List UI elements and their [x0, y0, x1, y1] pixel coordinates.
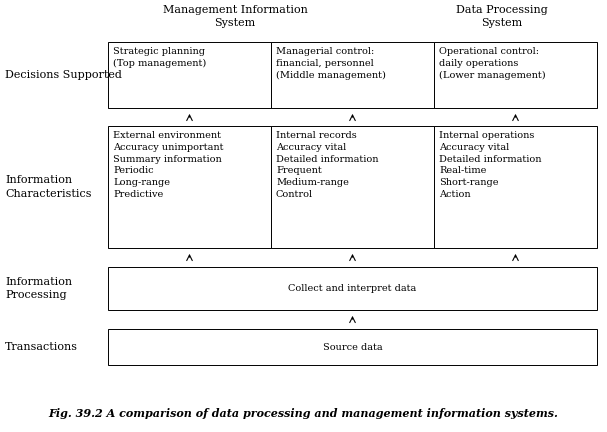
Text: Data Processing
System: Data Processing System	[456, 5, 548, 28]
Text: Managerial control:
financial, personnel
(Middle management): Managerial control: financial, personnel…	[276, 47, 386, 80]
Bar	[108, 329, 597, 365]
Bar	[434, 126, 597, 248]
Bar	[271, 42, 434, 108]
Text: Source data: Source data	[323, 343, 382, 352]
Bar	[108, 267, 597, 310]
Text: External environment
Accuracy unimportant
Summary information
Periodic
Long-rang: External environment Accuracy unimportan…	[113, 131, 223, 199]
Text: Fig. 39.2 A comparison of data processing and management information systems.: Fig. 39.2 A comparison of data processin…	[49, 408, 558, 419]
Text: Information
Processing: Information Processing	[5, 277, 72, 300]
Text: Internal operations
Accuracy vital
Detailed information
Real-time
Short-range
Ac: Internal operations Accuracy vital Detai…	[439, 131, 541, 199]
Bar	[108, 42, 271, 108]
Text: Strategic planning
(Top management): Strategic planning (Top management)	[113, 47, 206, 68]
Bar	[434, 42, 597, 108]
Text: Decisions Supported: Decisions Supported	[5, 70, 122, 80]
Bar	[108, 126, 271, 248]
Text: Information
Characteristics: Information Characteristics	[5, 175, 92, 199]
Text: Transactions: Transactions	[5, 342, 78, 352]
Text: Management Information
System: Management Information System	[163, 5, 307, 28]
Text: Operational control:
daily operations
(Lower management): Operational control: daily operations (L…	[439, 47, 546, 80]
Text: Internal records
Accuracy vital
Detailed information
Frequent
Medium-range
Contr: Internal records Accuracy vital Detailed…	[276, 131, 379, 199]
Bar	[271, 126, 434, 248]
Text: Collect and interpret data: Collect and interpret data	[288, 284, 416, 293]
